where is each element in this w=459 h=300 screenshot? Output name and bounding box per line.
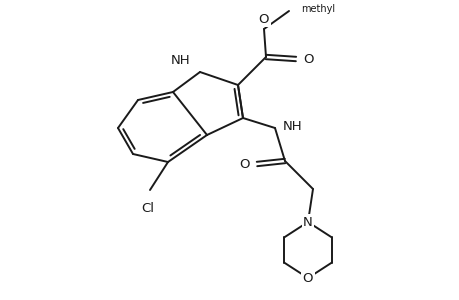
- Text: Cl: Cl: [141, 202, 154, 215]
- Text: NH: NH: [282, 119, 302, 133]
- Text: methyl: methyl: [300, 4, 335, 14]
- Text: NH: NH: [170, 53, 190, 67]
- Text: O: O: [258, 13, 269, 26]
- Text: O: O: [302, 272, 313, 284]
- Text: O: O: [302, 52, 313, 65]
- Text: N: N: [302, 215, 312, 229]
- Text: O: O: [239, 158, 249, 170]
